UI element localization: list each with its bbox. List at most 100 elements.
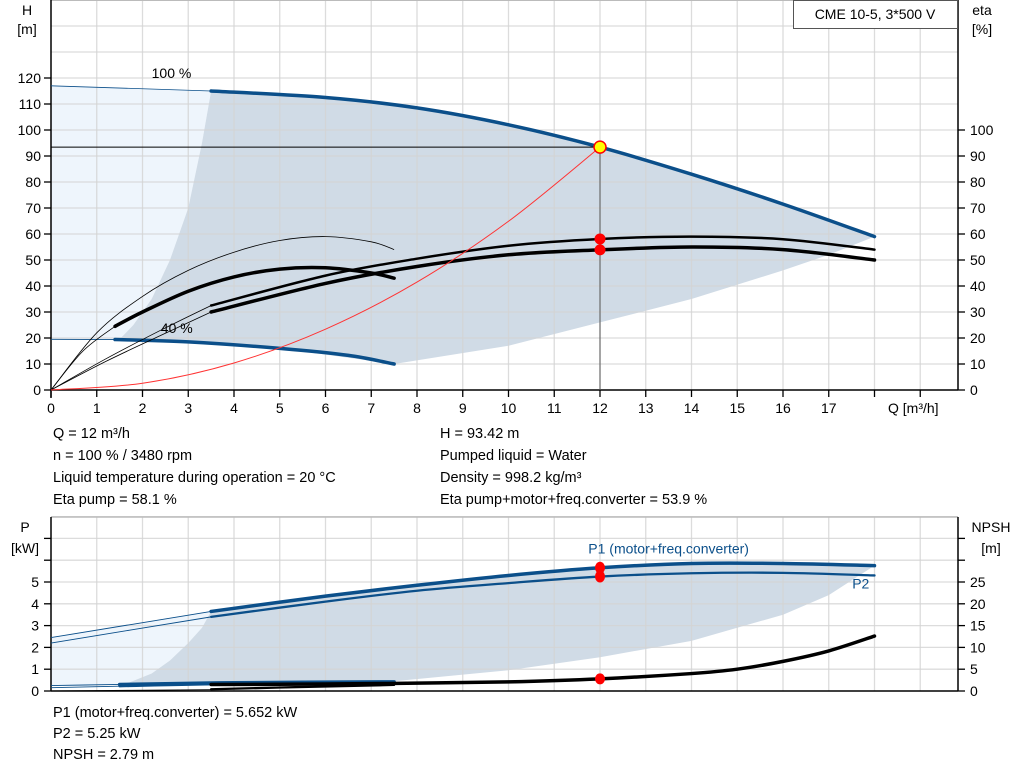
- x-tick-label: 15: [729, 400, 745, 416]
- y-left-tick-label: 10: [25, 356, 41, 372]
- x-tick-label: 10: [501, 400, 517, 416]
- eta-curve-thin-3: [50, 311, 212, 391]
- y-right-tick-label: 70: [970, 200, 986, 216]
- y-left-tick-label: 100: [18, 122, 42, 138]
- y-right-tick-label: 20: [970, 330, 986, 346]
- x-tick-label: 5: [276, 400, 284, 416]
- x-tick-label: 12: [592, 400, 608, 416]
- power-curve-thin-1: [50, 616, 212, 644]
- bottom-region-dark: [124, 563, 875, 685]
- p-axis-label: P: [20, 519, 29, 535]
- info-npsh: NPSH = 2.79 m: [53, 747, 155, 763]
- head-curve-0: [209, 89, 877, 239]
- y-right-tick-label: 60: [970, 226, 986, 242]
- x-tick-label: 3: [184, 400, 192, 416]
- power-curve-thin-2: [50, 684, 120, 686]
- y-right-tick-label: 100: [970, 122, 994, 138]
- info-eta-total: Eta pump+motor+freq.converter = 53.9 %: [440, 492, 708, 508]
- y-right-tick-label: 80: [970, 174, 986, 190]
- duty-point-marker: [593, 140, 607, 154]
- curve-label: P1 (motor+freq.converter): [588, 541, 749, 557]
- y-left-tick-label: 60: [25, 226, 41, 242]
- system-curve: [50, 146, 601, 391]
- eta-curve-3: [209, 245, 877, 314]
- y-left-tick-label: 0: [33, 382, 41, 398]
- npsh-tick-label: 5: [970, 661, 978, 677]
- info-p1: P1 (motor+freq.converter) = 5.652 kW: [53, 705, 298, 721]
- y-right-tick-label: 50: [970, 252, 986, 268]
- x-tick-label: 8: [413, 400, 421, 416]
- npsh-curve-4: [209, 683, 396, 691]
- head-curve-1: [113, 337, 396, 366]
- info-top-right: H = 93.42 m Pumped liquid = Water Densit…: [440, 423, 707, 511]
- npsh-axis-label: NPSH: [972, 519, 1011, 535]
- y-right-tick-label: 40: [970, 278, 986, 294]
- npsh-tick-label: 20: [970, 596, 986, 612]
- y-left-tick-label: 50: [25, 252, 41, 268]
- x-tick-label: 1: [93, 400, 101, 416]
- p-tick-label: 4: [31, 596, 39, 612]
- p-axis-unit: [kW]: [11, 540, 39, 556]
- head-curve-thin-0: [50, 85, 212, 92]
- legend-box-text: CME 10-5, 3*500 V: [815, 6, 936, 22]
- x-tick-label: 4: [230, 400, 238, 416]
- x-tick-label: 14: [684, 400, 700, 416]
- power-curve-0: [209, 561, 877, 614]
- x-axis-label: Q [m³/h]: [888, 400, 939, 416]
- npsh-curve-thin-4: [50, 689, 212, 692]
- info-pumped-liquid: Pumped liquid = Water: [440, 448, 587, 464]
- x-tick-label: 16: [775, 400, 791, 416]
- x-tick-label: 13: [638, 400, 654, 416]
- eta-pump-marker: [594, 233, 606, 245]
- x-tick-label: 17: [821, 400, 837, 416]
- bottom-region-light: [51, 611, 212, 686]
- eta-curve-5: [113, 265, 396, 329]
- info-p2: P2 = 5.25 kW: [53, 726, 141, 742]
- y-left-tick-label: 70: [25, 200, 41, 216]
- y-left-tick-label: 30: [25, 304, 41, 320]
- eta-curve-thin-4: [50, 236, 395, 391]
- y-left-tick-label: 110: [19, 96, 42, 112]
- p-tick-label: 2: [31, 639, 39, 655]
- info-flow: Q = 12 m³/h: [53, 426, 130, 442]
- npsh-marker: [595, 673, 605, 685]
- y-left-tick-label: 80: [25, 174, 41, 190]
- speed-label: 40 %: [161, 320, 193, 336]
- eta-total-marker: [594, 244, 606, 256]
- y-left-tick-label: 120: [18, 70, 42, 86]
- info-top-left: Q = 12 m³/h n = 100 % / 3480 rpm Liquid …: [53, 423, 336, 511]
- p1-marker: [595, 561, 605, 574]
- npsh-axis-unit: [m]: [981, 540, 1000, 556]
- p-tick-label: 3: [31, 618, 39, 634]
- x-tick-label: 11: [547, 400, 562, 416]
- x-tick-label: 6: [322, 400, 330, 416]
- legend-box: [793, 0, 958, 29]
- eta-curve-thin-2: [50, 305, 212, 391]
- y-left-tick-label: 90: [25, 148, 41, 164]
- p2-marker: [595, 570, 605, 583]
- y-right-axis-unit: [%]: [972, 21, 992, 37]
- npsh-tick-label: 25: [970, 574, 986, 590]
- p-tick-label: 0: [31, 683, 39, 699]
- npsh-tick-label: 10: [970, 639, 986, 655]
- y-right-tick-label: 10: [970, 356, 986, 372]
- speed-label: 100 %: [152, 65, 192, 81]
- curve-label: P2: [852, 576, 869, 592]
- power-curve-thin-0: [50, 610, 212, 639]
- x-tick-label: 0: [47, 400, 55, 416]
- p-tick-label: 1: [31, 661, 39, 677]
- x-tick-label: 2: [139, 400, 147, 416]
- info-density: Density = 998.2 kg/m³: [440, 470, 582, 486]
- info-liquid-temp: Liquid temperature during operation = 20…: [53, 470, 336, 486]
- npsh-tick-label: 15: [970, 618, 986, 634]
- info-speed: n = 100 % / 3480 rpm: [53, 448, 193, 464]
- y-right-tick-label: 90: [970, 148, 986, 164]
- power-curve-1: [209, 571, 876, 619]
- top-region-dark: [119, 91, 875, 364]
- eta-curve-thin-5: [50, 325, 116, 391]
- y-left-axis-unit: [m]: [17, 21, 36, 37]
- info-bottom: P1 (motor+freq.converter) = 5.652 kW P2 …: [53, 703, 297, 766]
- eta-curve-2: [209, 235, 876, 307]
- npsh-tick-label: 0: [970, 683, 978, 699]
